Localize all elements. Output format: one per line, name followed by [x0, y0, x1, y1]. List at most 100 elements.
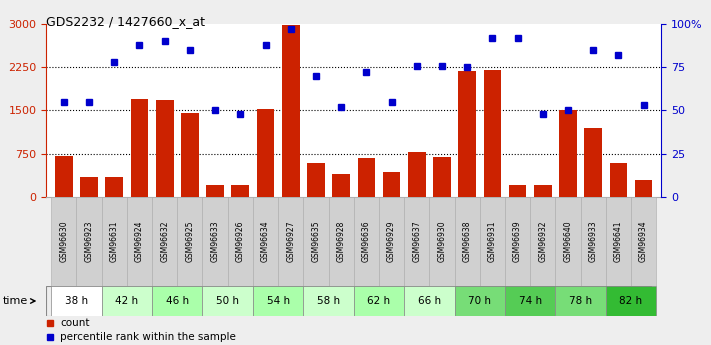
Bar	[505, 197, 530, 286]
Text: 78 h: 78 h	[569, 296, 592, 306]
Text: GSM96931: GSM96931	[488, 221, 497, 262]
Bar	[353, 286, 404, 316]
Bar	[181, 113, 198, 197]
Bar	[379, 197, 404, 286]
Bar	[328, 197, 353, 286]
Bar	[404, 286, 454, 316]
Bar	[358, 158, 375, 197]
Text: 66 h: 66 h	[418, 296, 441, 306]
Text: GSM96924: GSM96924	[135, 221, 144, 262]
Text: GSM96640: GSM96640	[564, 221, 572, 262]
Bar	[77, 197, 102, 286]
Bar	[152, 286, 203, 316]
Bar	[80, 177, 98, 197]
Text: GSM96633: GSM96633	[210, 221, 220, 262]
Text: percentile rank within the sample: percentile rank within the sample	[60, 332, 236, 342]
Bar	[105, 177, 123, 197]
Bar	[253, 286, 304, 316]
Bar	[383, 172, 400, 197]
Text: 42 h: 42 h	[115, 296, 139, 306]
Bar	[459, 71, 476, 197]
Bar	[206, 185, 224, 197]
Text: GSM96925: GSM96925	[186, 221, 194, 262]
Text: GSM96923: GSM96923	[85, 221, 94, 262]
Text: GSM96638: GSM96638	[463, 221, 471, 262]
Text: GSM96932: GSM96932	[538, 221, 547, 262]
Bar	[203, 286, 253, 316]
Text: 82 h: 82 h	[619, 296, 643, 306]
Text: 62 h: 62 h	[368, 296, 390, 306]
Text: GSM96630: GSM96630	[59, 221, 68, 262]
Text: GSM96933: GSM96933	[589, 221, 598, 262]
Bar	[429, 197, 454, 286]
Text: count: count	[60, 318, 90, 328]
Bar	[584, 128, 602, 197]
Bar	[307, 163, 325, 197]
Bar	[555, 197, 581, 286]
Bar	[509, 185, 526, 197]
Bar	[534, 185, 552, 197]
Bar	[454, 197, 480, 286]
Bar	[408, 152, 426, 197]
Bar	[483, 70, 501, 197]
Text: GSM96927: GSM96927	[287, 221, 295, 262]
Bar	[102, 286, 152, 316]
Text: GSM96934: GSM96934	[639, 221, 648, 262]
Bar	[581, 197, 606, 286]
Bar	[51, 286, 102, 316]
Text: GSM96639: GSM96639	[513, 221, 522, 262]
Bar	[555, 286, 606, 316]
Bar	[433, 157, 451, 197]
Text: GSM96641: GSM96641	[614, 221, 623, 262]
Bar	[480, 197, 505, 286]
Bar	[51, 197, 77, 286]
Text: GSM96637: GSM96637	[412, 221, 421, 262]
Text: 38 h: 38 h	[65, 296, 88, 306]
Bar	[559, 110, 577, 197]
Bar	[278, 197, 304, 286]
Bar	[282, 25, 299, 197]
Text: GSM96631: GSM96631	[109, 221, 119, 262]
Text: GSM96632: GSM96632	[160, 221, 169, 262]
Bar	[203, 197, 228, 286]
Bar	[606, 286, 656, 316]
Text: GSM96636: GSM96636	[362, 221, 371, 262]
Bar	[530, 197, 555, 286]
Bar	[304, 197, 328, 286]
Bar	[404, 197, 429, 286]
Bar	[131, 99, 149, 197]
Bar	[177, 197, 203, 286]
Bar	[353, 197, 379, 286]
Bar	[102, 197, 127, 286]
Bar	[156, 100, 173, 197]
Text: 70 h: 70 h	[469, 296, 491, 306]
Text: GSM96635: GSM96635	[311, 221, 321, 262]
Bar	[257, 109, 274, 197]
Text: GSM96929: GSM96929	[387, 221, 396, 262]
Text: GSM96930: GSM96930	[437, 221, 447, 262]
Bar	[332, 174, 350, 197]
Text: GSM96926: GSM96926	[236, 221, 245, 262]
Bar	[55, 156, 73, 197]
Text: 58 h: 58 h	[317, 296, 340, 306]
Text: time: time	[2, 296, 35, 306]
Bar	[152, 197, 177, 286]
Bar	[606, 197, 631, 286]
Bar	[304, 286, 353, 316]
Text: 74 h: 74 h	[518, 296, 542, 306]
Bar	[609, 163, 627, 197]
Bar	[505, 286, 555, 316]
Text: 50 h: 50 h	[216, 296, 239, 306]
Text: GSM96634: GSM96634	[261, 221, 270, 262]
Text: 54 h: 54 h	[267, 296, 289, 306]
Text: 46 h: 46 h	[166, 296, 189, 306]
Bar	[635, 180, 653, 197]
Text: GDS2232 / 1427660_x_at: GDS2232 / 1427660_x_at	[46, 16, 205, 29]
Text: GSM96928: GSM96928	[336, 221, 346, 262]
Bar	[232, 185, 249, 197]
Bar	[228, 197, 253, 286]
Bar	[253, 197, 278, 286]
Bar	[454, 286, 505, 316]
Bar	[631, 197, 656, 286]
Bar	[127, 197, 152, 286]
